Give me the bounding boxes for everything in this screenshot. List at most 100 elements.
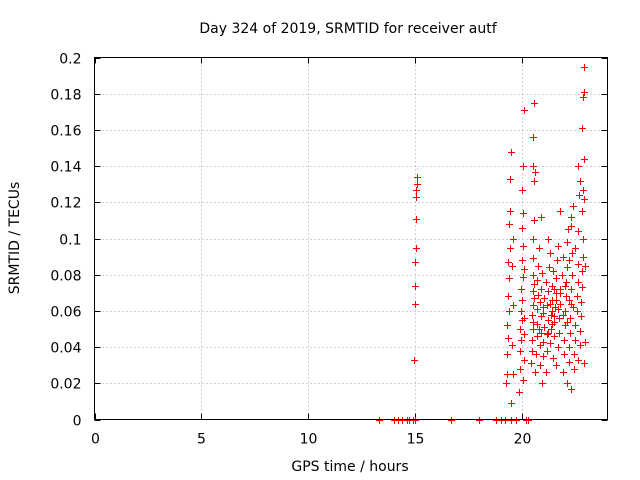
data-point (555, 344, 562, 351)
data-point (555, 243, 562, 250)
data-point (518, 337, 525, 344)
data-point (575, 228, 582, 235)
data-point (579, 125, 586, 132)
data-point (567, 330, 574, 337)
data-point (578, 299, 585, 306)
data-point (547, 250, 554, 257)
data-point (506, 308, 513, 315)
data-point (540, 339, 547, 346)
data-point (575, 357, 582, 364)
y-tick-label: 0.14 (50, 160, 81, 176)
axis-ticks (94, 57, 608, 421)
data-point (520, 210, 527, 217)
data-point (563, 293, 570, 300)
data-point (476, 417, 483, 424)
data-point (536, 245, 543, 252)
data-point (519, 187, 526, 194)
data-point (582, 263, 589, 270)
data-point (565, 226, 572, 233)
data-point (412, 283, 419, 290)
data-point (568, 286, 575, 293)
data-point (567, 315, 574, 322)
data-point (572, 337, 579, 344)
data-point (564, 380, 571, 387)
data-point (509, 263, 516, 270)
data-point (507, 245, 514, 252)
data-point (536, 326, 543, 333)
data-point (580, 236, 587, 243)
data-point (549, 321, 556, 328)
data-point (578, 313, 585, 320)
data-point (521, 107, 528, 114)
data-point (568, 386, 575, 393)
data-point (530, 326, 537, 333)
data-point (569, 272, 576, 279)
data-point (581, 64, 588, 71)
data-point (576, 192, 583, 199)
data-point (568, 214, 575, 221)
data-point (530, 302, 537, 309)
data-point (531, 217, 538, 224)
data-point (539, 270, 546, 277)
data-point (580, 94, 587, 101)
y-tick-label: 0.02 (50, 377, 81, 393)
data-point (525, 417, 532, 424)
x-tick-label: 0 (91, 432, 100, 448)
data-point (518, 308, 525, 315)
data-point (560, 369, 567, 376)
data-point (505, 335, 512, 342)
data-point (534, 333, 541, 340)
data-point (508, 149, 515, 156)
data-point (569, 250, 576, 257)
data-point (562, 308, 569, 315)
data-point (516, 389, 523, 396)
data-point (530, 319, 537, 326)
data-point (537, 299, 544, 306)
data-point (412, 301, 419, 308)
data-point (566, 359, 573, 366)
data-point (538, 330, 545, 337)
data-point (414, 181, 421, 188)
data-point (581, 360, 588, 367)
data-point (550, 355, 557, 362)
data-point (532, 369, 539, 376)
data-point (574, 293, 581, 300)
data-point (534, 306, 541, 313)
data-point (521, 266, 528, 273)
data-point (504, 322, 511, 329)
data-point (520, 243, 527, 250)
data-point (509, 342, 516, 349)
x-axis-label: GPS time / hours (291, 459, 408, 475)
data-point (530, 163, 537, 170)
data-point (517, 348, 524, 355)
data-point (580, 254, 587, 261)
data-point (556, 315, 563, 322)
data-point (554, 257, 561, 264)
data-point (547, 301, 554, 308)
data-point (570, 304, 577, 311)
data-point (547, 340, 554, 347)
data-point (521, 357, 528, 364)
data-point (517, 326, 524, 333)
data-point (546, 264, 553, 271)
data-point (568, 223, 575, 230)
data-point (551, 333, 558, 340)
data-point (506, 275, 513, 282)
data-point (521, 315, 528, 322)
data-point (548, 312, 555, 319)
y-tick-label: 0 (73, 414, 82, 430)
data-point (517, 366, 524, 373)
data-point (577, 342, 584, 349)
data-point (541, 295, 548, 302)
data-point (564, 264, 571, 271)
data-point (412, 417, 419, 424)
y-tick-label: 0.06 (50, 305, 81, 321)
data-point (510, 236, 517, 243)
data-point (529, 312, 536, 319)
data-point (376, 417, 383, 424)
data-point (520, 377, 527, 384)
data-point (505, 259, 512, 266)
data-point (572, 322, 579, 329)
data-point (538, 286, 545, 293)
